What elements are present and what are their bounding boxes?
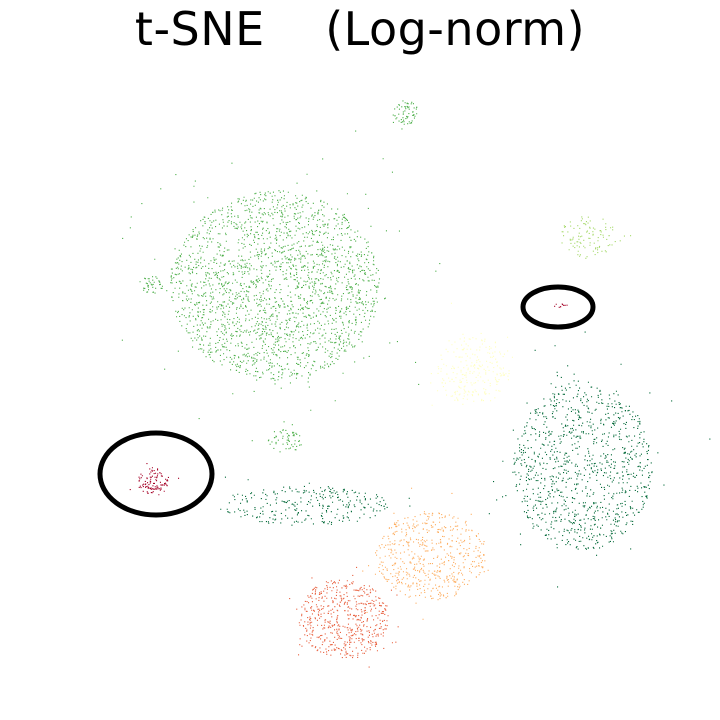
cluster-points-left-lobe-green (139, 276, 163, 294)
cluster-pale-yellow (430, 302, 513, 406)
cluster-dark-green-large (488, 331, 711, 588)
cluster-points-light-green (561, 216, 632, 259)
cluster-dark-red-right (554, 303, 568, 308)
cluster-dark-red-left (129, 463, 180, 496)
cluster-light-orange (362, 487, 489, 620)
cluster-points-bottom-lobe-green (267, 429, 302, 453)
cluster-points-light-orange (362, 487, 489, 620)
highlight-ellipses (97, 284, 596, 518)
cluster-points-main-medium-green (121, 130, 441, 442)
cluster-light-green (561, 216, 632, 259)
cluster-points-pale-yellow (430, 302, 513, 406)
cluster-points-dark-red-left (129, 463, 180, 496)
left-ellipse (97, 430, 215, 518)
cluster-points-dark-green-large (488, 331, 711, 588)
scatter-points (121, 100, 711, 668)
cluster-main-medium-green (121, 130, 441, 442)
right-ellipse (520, 284, 596, 330)
cluster-dark-green-arm (220, 476, 507, 526)
cluster-points-dark-red-right (554, 303, 568, 308)
cluster-points-dark-green-arm (220, 476, 507, 526)
cluster-bottom-lobe-green (267, 429, 302, 453)
cluster-orange-red (289, 566, 399, 668)
cluster-left-lobe-green (139, 276, 163, 294)
cluster-points-orange-red (289, 566, 399, 668)
cluster-top-island-green (392, 100, 418, 130)
chart-title: t-SNE (Log-norm) (134, 2, 586, 56)
cluster-points-top-island-green (392, 100, 418, 130)
